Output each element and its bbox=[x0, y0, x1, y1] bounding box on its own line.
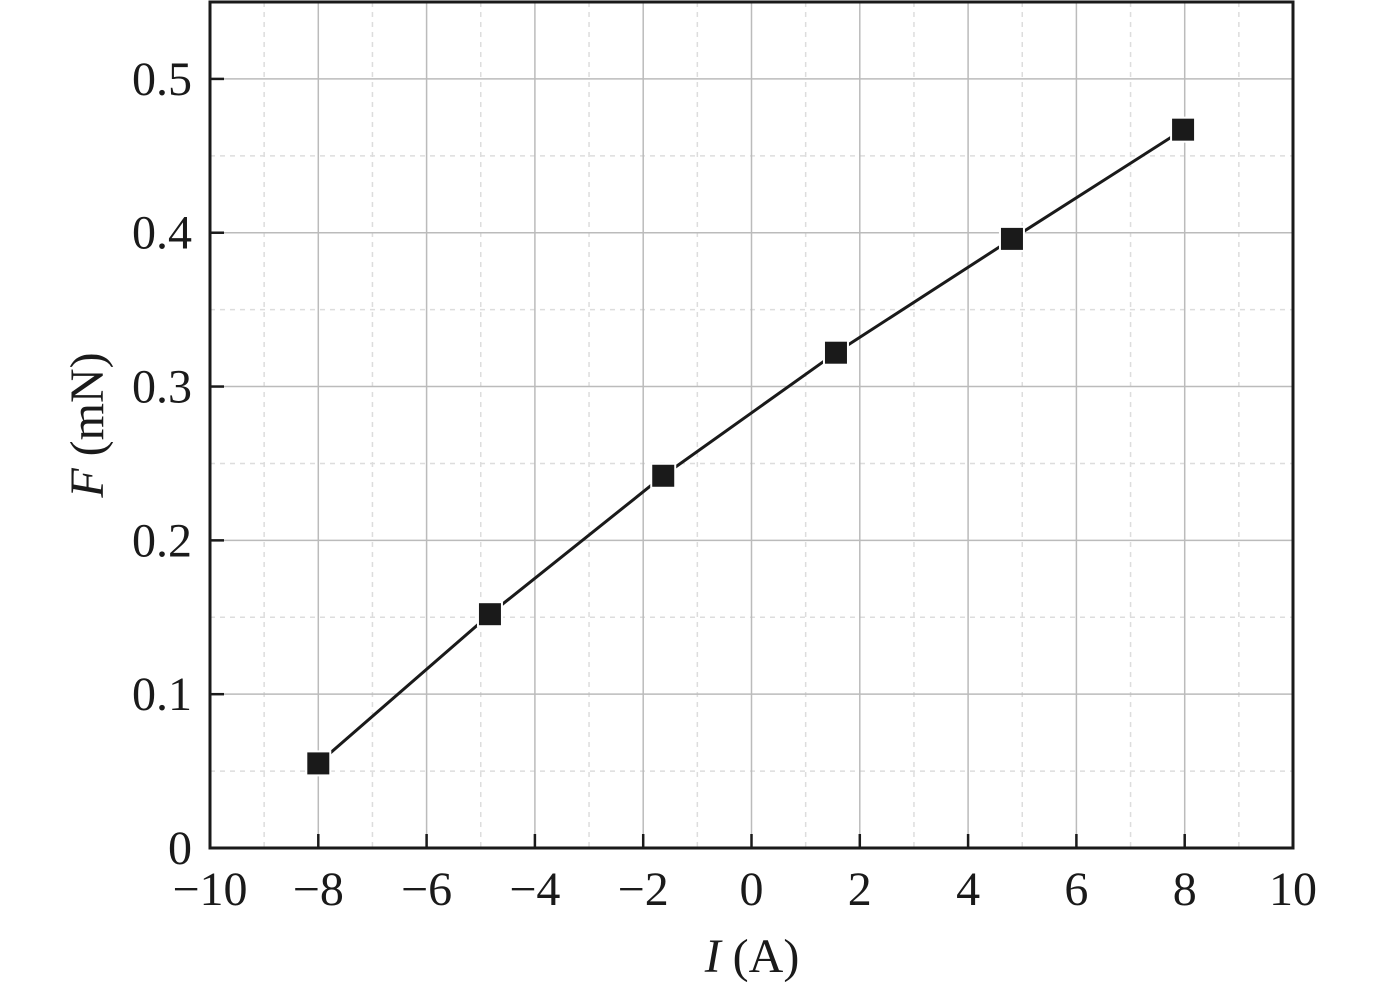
y-tick-label: 0.5 bbox=[132, 53, 192, 106]
y-axis-label: F (mN) bbox=[61, 352, 114, 498]
marker bbox=[1170, 116, 1197, 143]
y-label-symbol: F bbox=[61, 468, 114, 499]
x-tick-label: −8 bbox=[293, 863, 344, 916]
marker bbox=[305, 750, 332, 777]
x-axis-label: I (A) bbox=[704, 930, 800, 983]
marker bbox=[476, 601, 503, 628]
x-tick-label: −4 bbox=[509, 863, 560, 916]
y-tick-label: 0.4 bbox=[132, 207, 192, 260]
x-tick-label: 2 bbox=[848, 863, 872, 916]
series-line bbox=[317, 128, 1184, 765]
x-label-symbol: I bbox=[704, 930, 723, 983]
y-tick-label: 0 bbox=[168, 822, 192, 875]
x-tick-label: 6 bbox=[1064, 863, 1088, 916]
plot-frame bbox=[208, 0, 1295, 850]
x-tick-label: −2 bbox=[618, 863, 669, 916]
x-tick-label: −10 bbox=[172, 863, 247, 916]
marker bbox=[822, 339, 849, 366]
y-tick-label: 0.1 bbox=[132, 668, 192, 721]
y-tick-label: 0.3 bbox=[132, 361, 192, 414]
marker bbox=[650, 462, 677, 489]
x-tick-label: 0 bbox=[740, 863, 764, 916]
x-tick-label: −6 bbox=[401, 863, 452, 916]
y-label-unit: (mN) bbox=[61, 352, 114, 456]
y-tick-label: 0.2 bbox=[132, 514, 192, 567]
x-tick-label: 10 bbox=[1269, 863, 1317, 916]
x-tick-label: 8 bbox=[1173, 863, 1197, 916]
x-tick-label: 4 bbox=[956, 863, 980, 916]
marker bbox=[998, 225, 1025, 252]
x-label-unit: (A) bbox=[733, 930, 800, 983]
